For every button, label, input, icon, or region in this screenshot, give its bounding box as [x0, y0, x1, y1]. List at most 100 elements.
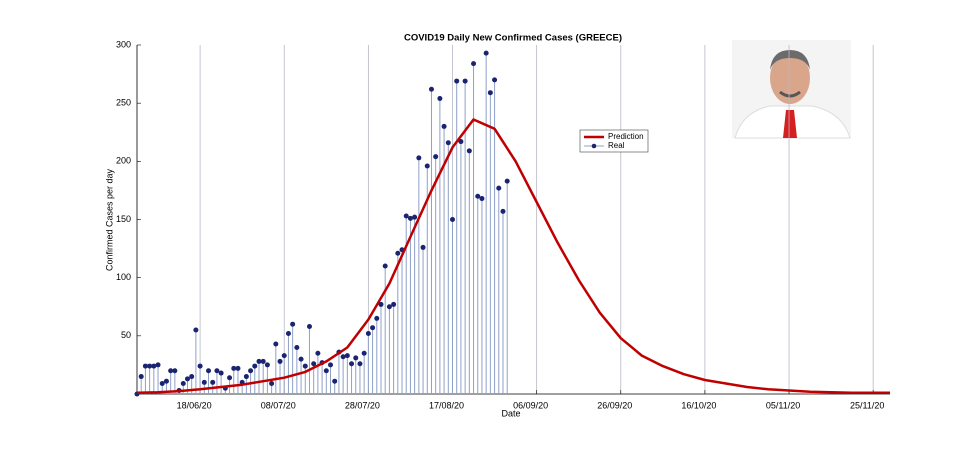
- stem-marker: [471, 61, 477, 67]
- stem-marker: [395, 250, 401, 256]
- stem-marker: [151, 363, 157, 369]
- x-tick-label: 08/07/20: [261, 400, 296, 410]
- x-tick-label: 28/07/20: [345, 400, 380, 410]
- stem-marker: [391, 301, 397, 307]
- stem-marker: [382, 263, 388, 269]
- stem-marker: [201, 379, 207, 385]
- stem-point: [269, 381, 275, 394]
- stem-point: [504, 178, 510, 394]
- stem-point: [302, 363, 308, 394]
- stem-point: [336, 349, 342, 394]
- legend-swatch-marker: [591, 143, 597, 149]
- stem-point: [151, 363, 157, 394]
- stem-marker: [197, 363, 203, 369]
- stem-marker: [252, 363, 258, 369]
- legend-label: Real: [608, 141, 625, 150]
- y-tick-label: 250: [116, 98, 131, 108]
- stem-point: [218, 370, 224, 394]
- stem-marker: [168, 368, 174, 374]
- y-tick-label: 100: [116, 272, 131, 282]
- stem-marker: [227, 375, 233, 381]
- stem-point: [466, 148, 472, 394]
- stem-point: [378, 301, 384, 394]
- stem-point: [365, 331, 371, 394]
- stem-point: [412, 214, 418, 394]
- stem-marker: [479, 196, 485, 202]
- stem-point: [357, 361, 363, 394]
- stem-point: [462, 78, 468, 394]
- stem-marker: [172, 368, 178, 374]
- x-tick-label: 26/09/20: [597, 400, 632, 410]
- stem-point: [138, 374, 144, 394]
- stem-marker: [340, 354, 346, 360]
- stem-marker: [298, 356, 304, 362]
- stem-point: [328, 362, 334, 394]
- stem-point: [155, 362, 161, 394]
- stem-marker: [365, 331, 371, 337]
- stem-point: [290, 321, 296, 394]
- portrait-photo: [732, 40, 851, 139]
- stem-point: [315, 350, 321, 394]
- stem-point: [252, 363, 258, 394]
- stem-point: [437, 96, 443, 394]
- stem-marker: [361, 350, 367, 356]
- stem-marker: [500, 208, 506, 214]
- stem-marker: [378, 301, 384, 307]
- y-tick-label: 150: [116, 214, 131, 224]
- stem-point: [496, 185, 502, 394]
- stem-marker: [496, 185, 502, 191]
- stem-marker: [269, 381, 275, 387]
- stem-point: [349, 361, 355, 394]
- stem-marker: [458, 139, 464, 145]
- stem-marker: [349, 361, 355, 367]
- stem-marker: [424, 163, 430, 169]
- x-tick-label: 06/09/20: [513, 400, 548, 410]
- stem-marker: [462, 78, 468, 84]
- stem-marker: [492, 77, 498, 83]
- stem-marker: [487, 90, 493, 96]
- stem-marker: [218, 370, 224, 376]
- stem-marker: [184, 376, 190, 382]
- stem-marker: [428, 86, 434, 92]
- stem-point: [294, 344, 300, 394]
- stem-marker: [248, 368, 254, 374]
- stem-marker: [210, 379, 216, 385]
- stem-point: [298, 356, 304, 394]
- x-tick-label: 17/08/20: [429, 400, 464, 410]
- stem-point: [450, 217, 456, 394]
- stem-marker: [290, 321, 296, 327]
- stem-marker: [323, 368, 329, 374]
- stem-point: [273, 341, 279, 394]
- stem-point: [492, 77, 498, 394]
- stem-point: [500, 208, 506, 394]
- stem-point: [180, 381, 186, 394]
- stem-marker: [294, 344, 300, 350]
- stem-point: [420, 244, 426, 394]
- stem-point: [428, 86, 434, 394]
- stem-marker: [403, 213, 409, 219]
- stem-marker: [138, 374, 144, 380]
- stem-point: [243, 374, 249, 394]
- stem-marker: [357, 361, 363, 367]
- stem-point: [374, 315, 380, 394]
- stem-marker: [466, 148, 472, 154]
- stem-point: [407, 215, 413, 394]
- stem-point: [433, 154, 439, 394]
- stem-marker: [306, 324, 312, 330]
- stem-point: [479, 196, 485, 394]
- stem-marker: [328, 362, 334, 368]
- stem-point: [193, 327, 199, 394]
- stem-marker: [260, 358, 266, 364]
- stem-point: [382, 263, 388, 394]
- stem-marker: [475, 193, 481, 199]
- stem-marker: [180, 381, 186, 387]
- stem-marker: [273, 341, 279, 347]
- stem-point: [281, 353, 287, 394]
- stem-marker: [214, 368, 220, 374]
- x-tick-label: 25/11/20: [850, 400, 884, 410]
- stem-marker: [407, 215, 413, 221]
- y-tick-label: 200: [116, 156, 131, 166]
- stem-point: [458, 139, 464, 394]
